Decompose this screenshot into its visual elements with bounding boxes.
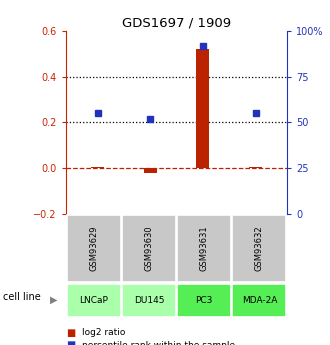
Text: log2 ratio: log2 ratio	[82, 328, 126, 337]
Text: GSM93630: GSM93630	[145, 226, 153, 271]
Text: GSM93629: GSM93629	[89, 226, 98, 271]
Text: DU145: DU145	[134, 296, 164, 305]
Text: GSM93632: GSM93632	[255, 226, 264, 271]
Text: MDA-2A: MDA-2A	[242, 296, 277, 305]
Bar	[249, 167, 262, 168]
Bar	[196, 49, 210, 168]
Title: GDS1697 / 1909: GDS1697 / 1909	[122, 17, 231, 30]
Text: GSM93631: GSM93631	[200, 226, 209, 271]
Text: cell line: cell line	[3, 292, 41, 302]
Text: ■: ■	[66, 328, 75, 338]
Text: ▶: ▶	[50, 295, 57, 305]
Bar	[144, 168, 157, 173]
Text: LNCaP: LNCaP	[79, 296, 108, 305]
Text: PC3: PC3	[195, 296, 213, 305]
Text: ■: ■	[66, 340, 75, 345]
Bar	[91, 167, 104, 168]
Text: percentile rank within the sample: percentile rank within the sample	[82, 341, 236, 345]
